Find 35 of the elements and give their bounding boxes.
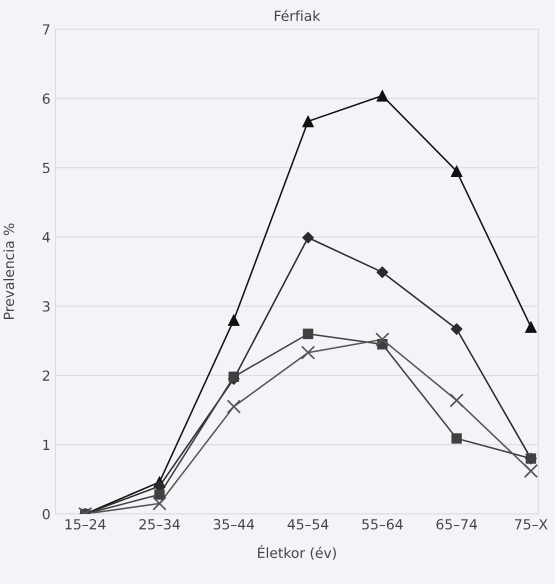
x-tick-label: 65–74 xyxy=(436,519,478,530)
point xyxy=(451,433,462,444)
point xyxy=(450,165,463,178)
x-axis-title: Életkor (év) xyxy=(258,545,336,560)
point xyxy=(376,90,388,102)
y-tick-label: 3 xyxy=(42,301,50,312)
x-tick-label: 55–64 xyxy=(362,519,403,530)
y-tick-label: 4 xyxy=(42,232,50,242)
point xyxy=(228,372,239,382)
point xyxy=(375,332,390,347)
point xyxy=(228,314,240,326)
y-tick-label: 2 xyxy=(42,370,50,381)
x-tick-label: 15–24 xyxy=(66,519,106,530)
point xyxy=(450,323,463,335)
x-tick-label: 75–X xyxy=(514,519,548,530)
x-tick-label: 25–34 xyxy=(139,519,180,530)
x-tick-label: 45–54 xyxy=(288,519,328,530)
y-axis-title: Prevalencia % xyxy=(3,224,14,320)
y-tick-label: 6 xyxy=(42,93,50,104)
point xyxy=(302,232,314,244)
point xyxy=(450,393,464,408)
chart-title: Férfiak xyxy=(274,10,320,22)
point xyxy=(525,321,537,333)
y-tick-label: 5 xyxy=(42,162,50,174)
point xyxy=(524,464,538,478)
point xyxy=(152,496,167,511)
point xyxy=(300,345,316,360)
y-tick-label: 7 xyxy=(42,24,50,34)
point xyxy=(376,266,388,278)
point xyxy=(226,400,241,414)
point xyxy=(302,328,314,340)
x-tick-label: 35–44 xyxy=(214,519,254,530)
y-tick-label: 1 xyxy=(43,440,50,450)
point xyxy=(302,115,314,128)
y-tick-label: 0 xyxy=(42,508,50,520)
